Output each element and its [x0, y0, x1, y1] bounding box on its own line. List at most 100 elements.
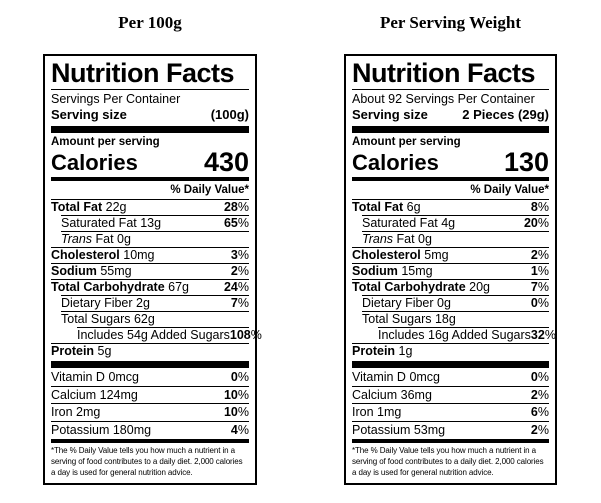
vitamin-rows: Vitamin D 0mcg 0% Calcium 36mg 2% Iron 1mg 6%… — [352, 368, 549, 438]
daily-value-percent: 20% — [523, 215, 549, 230]
mid-divider-bar — [51, 439, 249, 443]
nutrition-facts-heading: Nutrition Facts — [51, 58, 235, 88]
daily-value-footnote: *The % Daily Value tells you how much a … — [51, 446, 243, 477]
daily-value-percent: 10% — [223, 405, 249, 419]
nutrient-row: Calcium 124mg 10% — [51, 385, 249, 404]
nutrient-name: Total Carbohydrate 67g — [51, 279, 190, 294]
calories-label: Calories — [352, 150, 439, 175]
column-title-per-100g: Per 100g — [118, 13, 182, 32]
heading-divider — [352, 89, 549, 90]
nutrient-row: Total Sugars 18g — [352, 311, 549, 327]
nutrient-row: Potassium 53mg 2% — [352, 420, 549, 439]
servings-per-container: Servings Per Container — [51, 92, 181, 106]
nutrient-name: Potassium 53mg — [352, 422, 446, 437]
nutrient-name: Potassium 180mg — [51, 422, 152, 437]
nutrient-row: Total Carbohydrate 67g 24% — [51, 279, 249, 295]
nutrient-name: Trans Fat 0g — [362, 231, 432, 246]
nutrient-row: Sodium 55mg 2% — [51, 263, 249, 279]
calories-row: Calories 130 — [352, 147, 549, 177]
daily-value-percent: 7% — [230, 295, 249, 310]
calories-label: Calories — [51, 150, 138, 175]
daily-value-percent: 4% — [230, 422, 249, 437]
daily-value-percent: 7% — [530, 279, 549, 294]
daily-value-percent: 2% — [230, 263, 249, 278]
nutrient-row: Dietary Fiber 0g 0% — [352, 295, 549, 311]
nutrient-row: Total Carbohydrate 20g 7% — [352, 279, 549, 295]
nutrient-row: Protein 5g — [51, 343, 249, 359]
daily-value-percent: 65% — [223, 215, 249, 230]
daily-value-percent: 0% — [230, 370, 249, 384]
nutrient-name: Total Sugars 18g — [362, 311, 456, 326]
nutrient-row: Cholesterol 10mg 3% — [51, 247, 249, 263]
nutrient-row: Calcium 36mg 2% — [352, 385, 549, 404]
nutrition-facts-heading: Nutrition Facts — [352, 58, 536, 88]
serving-size-value: 2 Pieces (29g) — [462, 107, 549, 122]
daily-value-percent: 2% — [530, 247, 549, 262]
nutrient-row: Vitamin D 0mcg 0% — [352, 368, 549, 386]
nutrient-name: Protein 1g — [352, 343, 413, 358]
nutrient-name: Cholesterol 10mg — [51, 247, 155, 262]
nutrient-name: Iron 2mg — [51, 405, 101, 419]
nutrient-row: Saturated Fat 13g 65% — [51, 215, 249, 231]
nutrient-row: Protein 1g — [352, 343, 549, 359]
nutrient-name: Total Fat 22g — [51, 199, 127, 214]
nutrient-row: Total Fat 22g 28% — [51, 199, 249, 215]
nutrient-rows: Total Fat 22g 28% Saturated Fat 13g 65% Tran… — [51, 199, 262, 359]
nutrient-name: Protein 5g — [51, 343, 112, 358]
daily-value-percent: 108% — [229, 327, 262, 342]
heading-divider — [51, 89, 249, 90]
nutrient-row: Iron 2mg 10% — [51, 403, 249, 421]
nutrient-row: Iron 1mg 6% — [352, 403, 549, 421]
serving-size-row: Serving size (100g) — [51, 107, 249, 123]
serving-size-label: Serving size — [51, 107, 127, 122]
nutrient-rows: Total Fat 6g 8% Saturated Fat 4g 20% Trans F… — [352, 199, 556, 359]
nutrient-name: Sodium 15mg — [352, 263, 433, 278]
nutrient-name: Cholesterol 5mg — [352, 247, 449, 262]
nutrient-name: Vitamin D 0mcg — [51, 370, 140, 384]
daily-value-percent: 8% — [530, 199, 549, 214]
nutrient-name: Includes 54g Added Sugars — [77, 327, 230, 342]
nutrient-name: Sodium 55mg — [51, 263, 132, 278]
nutrient-name: Dietary Fiber 0g — [362, 295, 451, 310]
nutrition-facts-label-per-100g: Nutrition Facts Servings Per Container S… — [43, 54, 262, 486]
daily-value-percent: 10% — [223, 387, 249, 402]
nutrient-name: Dietary Fiber 2g — [61, 295, 150, 310]
nutrient-row: Total Fat 6g 8% — [352, 199, 549, 215]
nutrient-row: Vitamin D 0mcg 0% — [51, 368, 249, 386]
nutrient-name: Saturated Fat 4g — [362, 215, 456, 230]
thick-divider-bar — [352, 126, 549, 133]
mid-divider-bar — [352, 439, 549, 443]
nutrient-name: Total Fat 6g — [352, 199, 421, 214]
vitamin-rows: Vitamin D 0mcg 0% Calcium 124mg 10% Iron 2mg… — [51, 368, 249, 438]
nutrient-name: Calcium 124mg — [51, 387, 138, 402]
daily-value-header: % Daily Value* — [470, 184, 549, 196]
nutrient-name: Saturated Fat 13g — [61, 215, 162, 230]
nutrient-row: Trans Fat 0g — [352, 231, 549, 247]
mid-divider-bar — [352, 177, 549, 181]
serving-size-label: Serving size — [352, 107, 428, 122]
nutrition-facts-label-per-serving: Nutrition Facts About 92 Servings Per Co… — [344, 54, 557, 486]
serving-size-row: Serving size 2 Pieces (29g) — [352, 107, 549, 123]
nutrient-row: Cholesterol 5mg 2% — [352, 247, 549, 263]
nutrient-row: Sodium 15mg 1% — [352, 263, 549, 279]
thick-divider-bar — [352, 361, 549, 368]
daily-value-header: % Daily Value* — [170, 184, 249, 196]
daily-value-percent: 2% — [530, 422, 549, 437]
nutrient-row: Dietary Fiber 2g 7% — [51, 295, 249, 311]
column-title-per-serving-weight: Per Serving Weight — [379, 13, 522, 32]
calories-value: 130 — [503, 147, 549, 177]
nutrient-row: Saturated Fat 4g 20% — [352, 215, 549, 231]
nutrient-row: Includes 54g Added Sugars 108% — [51, 327, 262, 343]
servings-per-container: About 92 Servings Per Container — [352, 92, 535, 106]
daily-value-percent: 6% — [530, 405, 549, 419]
nutrient-row: Trans Fat 0g — [51, 231, 249, 247]
nutrient-name: Vitamin D 0mcg — [352, 370, 441, 384]
daily-value-percent: 0% — [530, 295, 549, 310]
nutrient-name: Total Carbohydrate 20g — [352, 279, 491, 294]
thick-divider-bar — [51, 126, 249, 133]
nutrient-name: Calcium 36mg — [352, 387, 432, 402]
nutrient-row: Includes 16g Added Sugars 32% — [352, 327, 556, 343]
nutrient-row: Potassium 180mg 4% — [51, 420, 249, 439]
daily-value-percent: 0% — [530, 370, 549, 384]
nutrient-name: Includes 16g Added Sugars — [378, 327, 531, 342]
